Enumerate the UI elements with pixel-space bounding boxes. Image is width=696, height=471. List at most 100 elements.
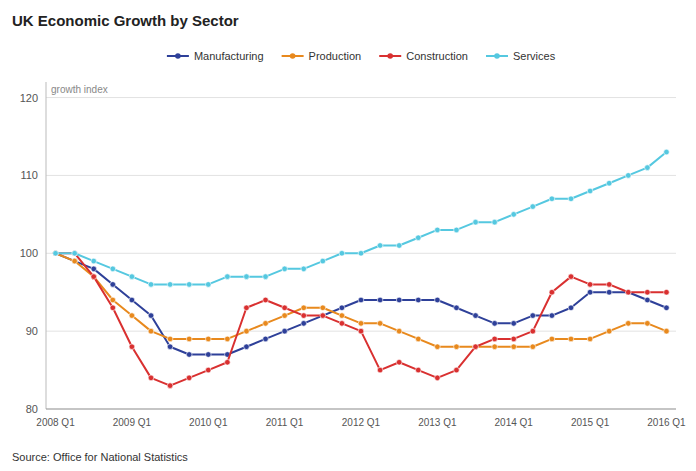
series-marker [244,328,250,334]
series-marker [377,321,383,327]
series-marker [415,336,421,342]
x-tick-label: 2010 Q1 [189,417,228,428]
series-marker [301,266,307,272]
series-marker [435,297,441,303]
series-marker [511,212,517,218]
series-marker [435,375,441,381]
series-marker [377,367,383,373]
series-marker [473,219,479,225]
series-marker [263,336,269,342]
series-marker [473,344,479,350]
grid-line [46,97,676,98]
series-marker [129,344,135,350]
series-marker [263,274,269,280]
series-marker [568,274,574,280]
series-marker [263,297,269,303]
series-marker [396,297,402,303]
series-marker [320,305,326,311]
series-marker [358,321,364,327]
series-marker [645,289,651,295]
series-marker [606,282,612,288]
legend-item: Manufacturing [167,50,264,62]
series-marker [358,297,364,303]
series-marker [186,375,192,381]
series-marker [148,375,154,381]
grid [46,98,676,409]
x-tick-label: 2016 Q1 [647,417,686,428]
series-marker [244,305,250,311]
series-marker [148,282,154,288]
series-marker [492,321,498,327]
legend: ManufacturingProductionConstructionServi… [167,50,556,62]
series-marker [339,305,345,311]
chart: UK Economic Growth by Sector809010011012… [0,0,696,471]
series-line [56,253,667,354]
series-marker [129,274,135,280]
series-marker [396,359,402,365]
series-marker [167,336,173,342]
series-marker [320,313,326,319]
series-marker [645,297,651,303]
series-marker [339,250,345,256]
series-marker [91,274,97,280]
y-tick-label: 110 [20,169,38,181]
series-line [56,152,667,284]
legend-item: Construction [379,50,468,62]
series-marker [454,367,460,373]
series-marker [244,344,250,350]
series-marker [91,266,97,272]
series-line [56,253,667,346]
series-marker [91,258,97,264]
series-marker [263,321,269,327]
series-marker [167,383,173,389]
y-tick-label: 90 [26,325,38,337]
background [0,0,696,471]
series-marker [377,297,383,303]
title: UK Economic Growth by Sector [12,12,239,29]
series-marker [339,321,345,327]
series-marker [606,180,612,186]
series-marker [396,328,402,334]
series-marker [205,282,211,288]
series-marker [473,313,479,319]
series-marker [625,321,631,327]
plot-area [53,149,670,388]
series-marker [377,243,383,249]
series-marker [625,289,631,295]
series-marker [511,321,517,327]
series-marker [53,250,59,256]
series-marker [72,258,78,264]
series-marker [587,282,593,288]
series-marker [587,188,593,194]
series-marker [129,297,135,303]
series [53,250,670,388]
series-marker [148,313,154,319]
legend-label: Services [513,50,556,62]
series-marker [664,149,670,155]
series-marker [301,305,307,311]
series-marker [549,336,555,342]
series-marker [282,313,288,319]
y-tick-label: 100 [20,247,38,259]
series-marker [205,352,211,358]
series [53,149,670,287]
series-marker [339,313,345,319]
series-marker [415,367,421,373]
x-tick-label: 2012 Q1 [342,417,381,428]
series-marker [91,274,97,280]
legend-marker [387,53,393,59]
series-marker [625,173,631,179]
series-marker [435,344,441,350]
series-marker [186,352,192,358]
legend-label: Manufacturing [194,50,264,62]
x-axis-line [46,409,676,410]
series-line [56,253,667,385]
series-marker [282,266,288,272]
x-tick-label: 2013 Q1 [418,417,457,428]
series-marker [530,344,536,350]
series-marker [358,328,364,334]
series-marker [587,289,593,295]
series-marker [530,204,536,210]
series-marker [167,282,173,288]
series-marker [415,235,421,241]
